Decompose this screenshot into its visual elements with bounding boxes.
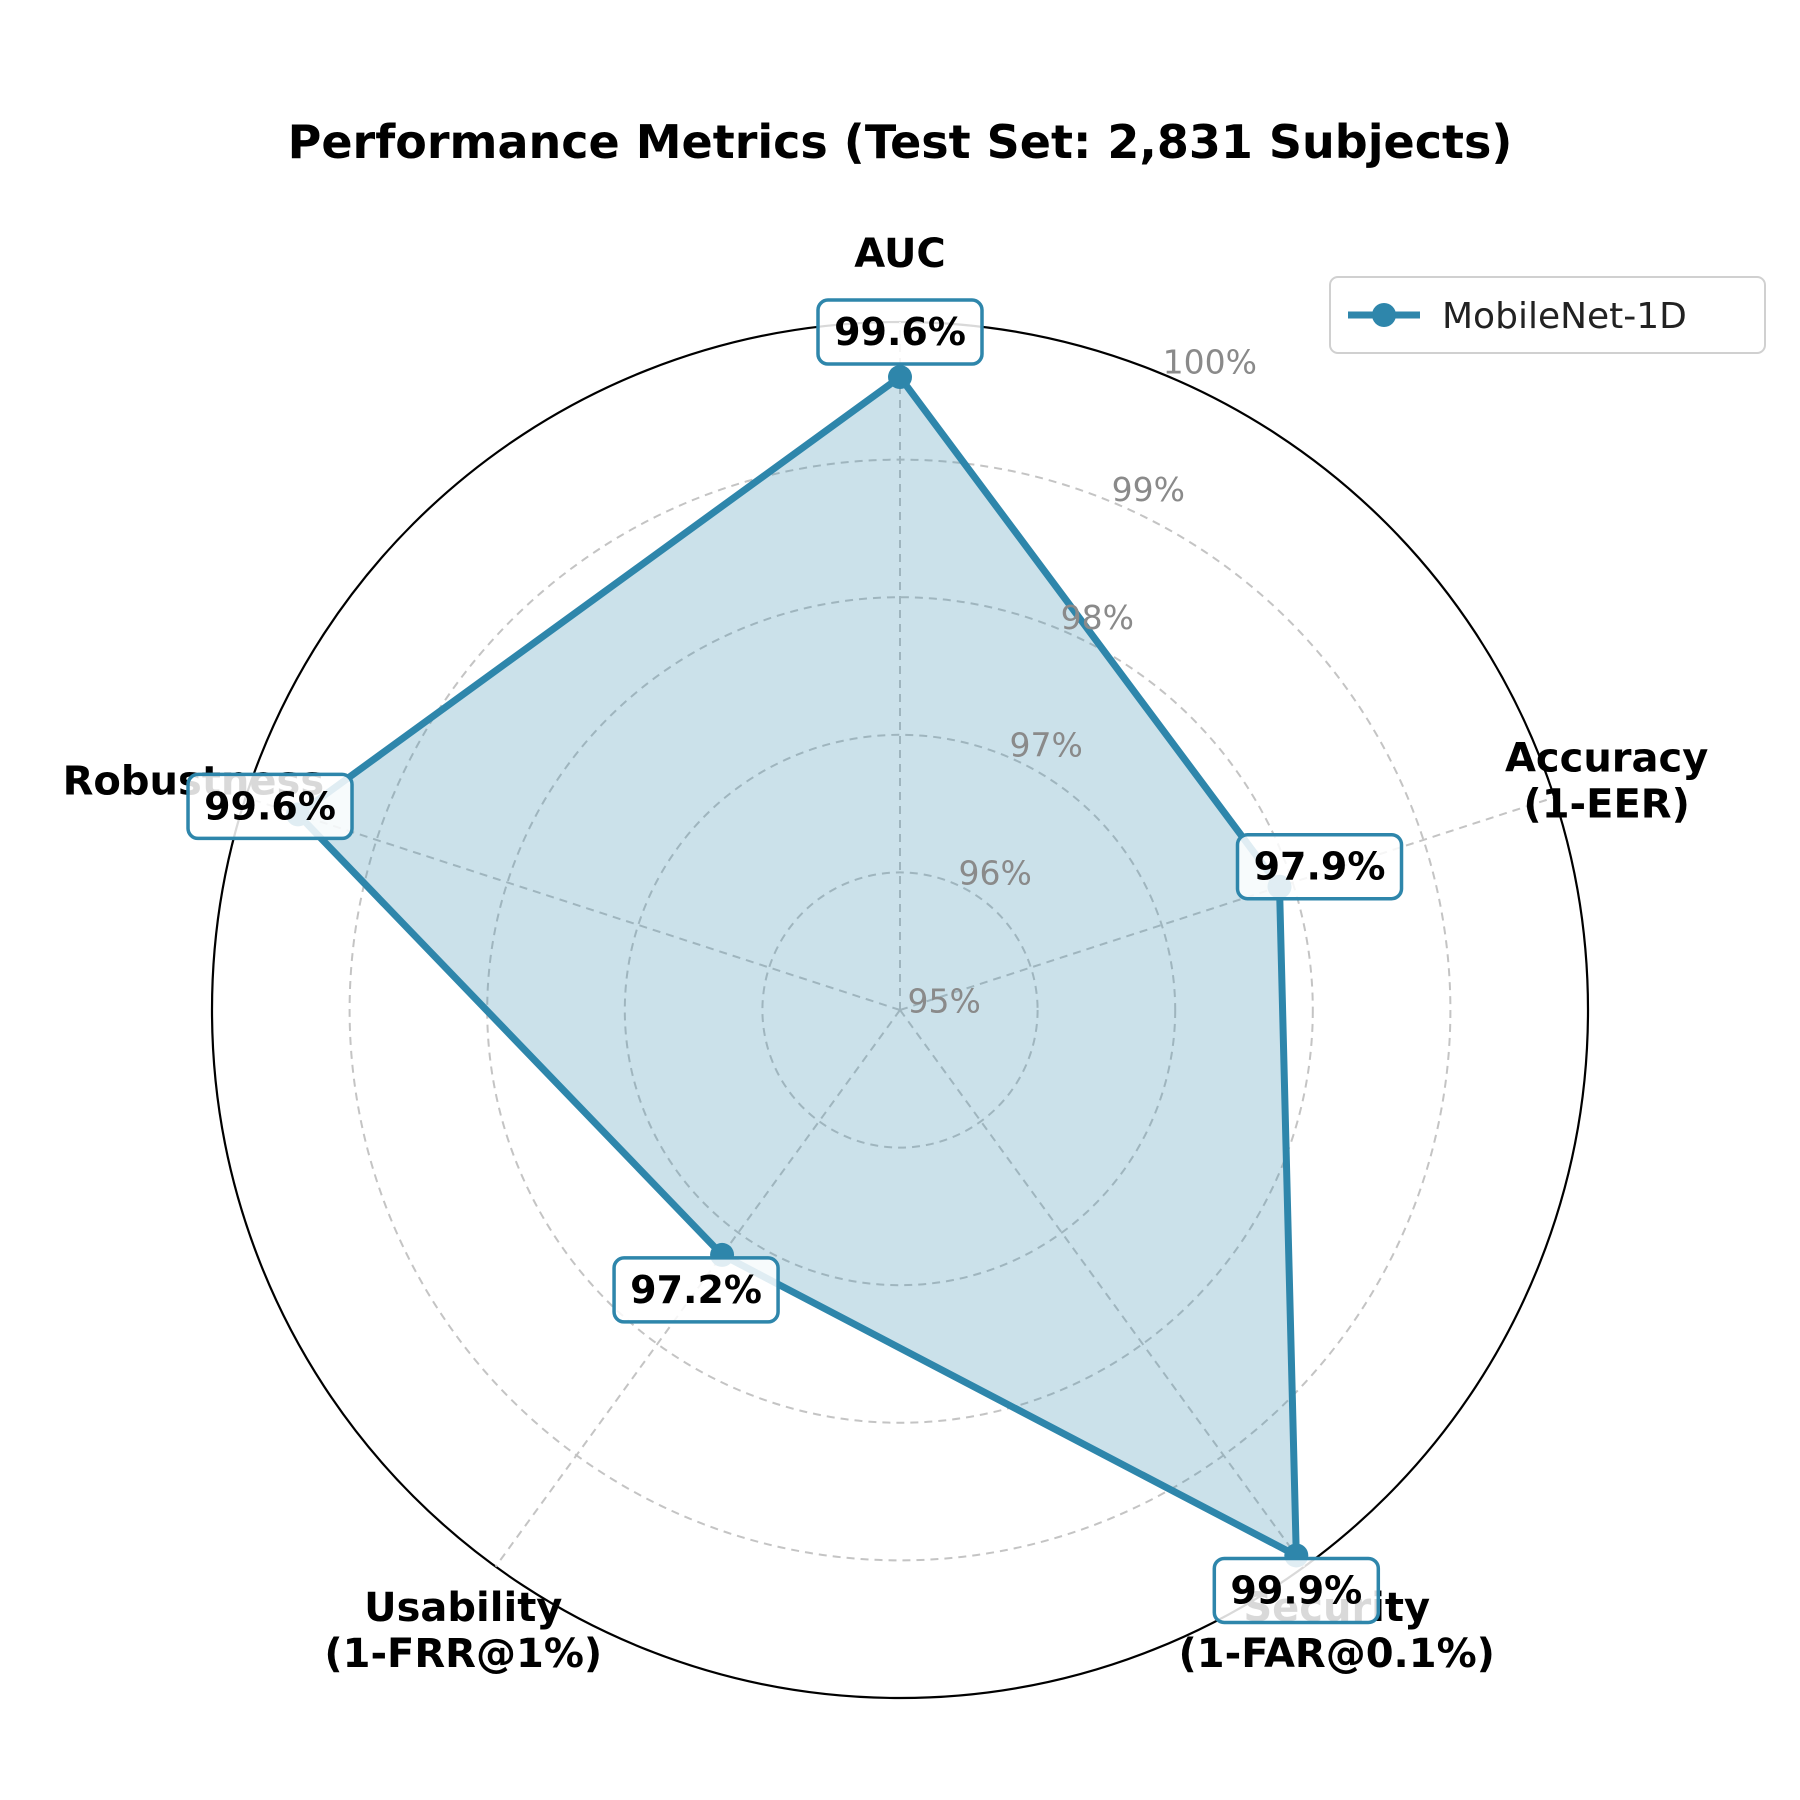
value-label: 99.9%: [1212, 1556, 1381, 1625]
axis-label: (1-FRR@1%): [324, 1631, 602, 1677]
radial-tick-labels: 95% 96% 97% 98% 99% 100%: [907, 342, 1257, 1020]
series-fill: [298, 377, 1297, 1556]
legend-marker: [1372, 303, 1396, 327]
axis-label: AUC: [854, 231, 946, 277]
radar-grid: [210, 320, 1590, 1700]
grid-ring: [623, 733, 1177, 1287]
legend-label: MobileNet-1D: [1442, 296, 1687, 337]
legend: MobileNet-1D: [1329, 276, 1766, 354]
value-label: 99.6%: [186, 772, 354, 841]
axis-spoke: [245, 796, 901, 1011]
value-label-box: [1235, 832, 1404, 901]
value-label-box: [186, 772, 354, 841]
value-label: 99.6%: [816, 298, 984, 366]
radial-tick-label: 95%: [907, 981, 980, 1020]
value-label-box: [1212, 1556, 1381, 1625]
data-point: [888, 365, 912, 390]
value-label-text: 99.6%: [834, 310, 966, 354]
axis-label: (1-FAR@0.1%): [1179, 1631, 1495, 1677]
value-label: 97.9%: [1235, 832, 1404, 901]
radial-tick-label: 97%: [1010, 726, 1083, 765]
legend-frame: [1329, 276, 1766, 354]
value-label-text: 97.2%: [630, 1268, 762, 1312]
chart-title: Performance Metrics (Test Set: 2,831 Sub…: [288, 115, 1513, 169]
axis-label: Usability: [364, 1585, 562, 1631]
value-label-box: [612, 1256, 780, 1324]
value-label-text: 97.9%: [1254, 845, 1386, 889]
value-label-text: 99.9%: [1230, 1568, 1362, 1612]
axis-spoke: [899, 796, 1555, 1011]
axis-spoke: [899, 1009, 1306, 1568]
series-line: [294, 373, 1300, 1559]
value-label-text: 99.6%: [204, 784, 336, 828]
radial-tick-label: 98%: [1061, 598, 1134, 637]
grid-ring: [486, 596, 1314, 1424]
value-label: 97.2%: [612, 1256, 780, 1324]
axis-label: (1-EER): [1523, 781, 1689, 827]
radial-tick-label: 100%: [1163, 342, 1257, 381]
value-label-box: [816, 298, 984, 366]
grid-ring: [761, 871, 1039, 1149]
radial-tick-label: 96%: [959, 854, 1032, 893]
radial-tick-label: 99%: [1112, 470, 1185, 509]
axis-label: Accuracy: [1505, 735, 1708, 781]
value-labels: 99.6% 97.9% 99.9% 97.2% 99.6%: [186, 298, 1404, 1625]
series-layer: [286, 365, 1309, 1568]
